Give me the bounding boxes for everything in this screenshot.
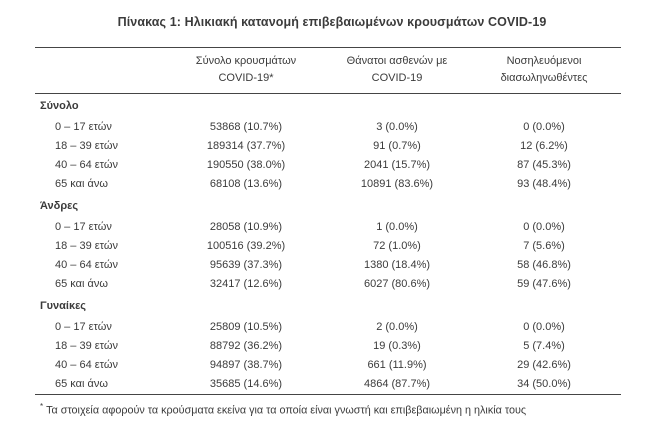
deaths-value: 4864 (87.7%) <box>363 378 431 390</box>
section-header-row: Γυναίκες <box>35 294 621 318</box>
footnote-marker: * <box>40 402 44 411</box>
age-group-label: 18 – 39 ετών <box>55 140 118 152</box>
table-title: Πίνακας 1: Ηλικιακή κατανομή επιβεβαιωμέ… <box>117 15 547 29</box>
age-group-label: 40 – 64 ετών <box>55 359 118 371</box>
col-header-cases-line1: Σύνολο κρουσμάτων <box>195 55 297 67</box>
intubated-value: 12 (6.2%) <box>520 140 568 152</box>
cases-value: 94897 (38.7%) <box>209 359 283 371</box>
deaths-value: 2 (0.0%) <box>376 321 418 333</box>
age-group-label: 65 και άνω <box>55 178 108 190</box>
table-row: 18 – 39 ετών 189314 (37.7%) 91 (0.7%) 12… <box>35 137 621 156</box>
cases-value: 88792 (36.2%) <box>209 340 283 352</box>
cases-value: 95639 (37.3%) <box>209 259 283 271</box>
age-group-label: 0 – 17 ετών <box>55 221 112 233</box>
age-group-label: 40 – 64 ετών <box>55 259 118 271</box>
age-group-label: 40 – 64 ετών <box>55 159 118 171</box>
col-header-deaths-line2: COVID-19 <box>371 72 423 84</box>
intubated-value: 93 (48.4%) <box>517 178 571 190</box>
footnote: * Τα στοιχεία αφορούν τα κρούσματα εκείνα… <box>40 400 664 418</box>
intubated-value: 0 (0.0%) <box>523 121 565 133</box>
age-group-label: 0 – 17 ετών <box>55 121 112 133</box>
col-header-cases: Σύνολο κρουσμάτων COVID-19* <box>165 47 327 94</box>
table-row: 0 – 17 ετών 53868 (10.7%) 3 (0.0%) 0 (0.… <box>35 118 621 137</box>
cases-value: 100516 (39.2%) <box>206 240 286 252</box>
age-group-label: 65 και άνω <box>55 378 108 390</box>
deaths-value: 2041 (15.7%) <box>363 159 431 171</box>
deaths-value: 1380 (18.4%) <box>363 259 431 271</box>
col-header-empty <box>35 47 165 94</box>
intubated-value: 34 (50.0%) <box>517 378 571 390</box>
table-row: 18 – 39 ετών 100516 (39.2%) 72 (1.0%) 7 … <box>35 237 621 256</box>
data-table: Σύνολο κρουσμάτων COVID-19* Θάνατοι ασθε… <box>35 47 621 395</box>
deaths-value: 6027 (80.6%) <box>363 278 431 290</box>
deaths-value: 10891 (83.6%) <box>360 178 434 190</box>
table-row: 65 και άνω 35685 (14.6%) 4864 (87.7%) 34… <box>35 375 621 395</box>
cases-value: 68108 (13.6%) <box>209 178 283 190</box>
col-header-intubated-line1: Νοσηλευόμενοι <box>506 55 582 67</box>
age-group-label: 65 και άνω <box>55 278 108 290</box>
header-row: Σύνολο κρουσμάτων COVID-19* Θάνατοι ασθε… <box>35 47 621 94</box>
table-row: 18 – 39 ετών 88792 (36.2%) 19 (0.3%) 5 (… <box>35 337 621 356</box>
covid-age-table: Σύνολο κρουσμάτων COVID-19* Θάνατοι ασθε… <box>35 47 621 395</box>
col-header-intubated: Νοσηλευόμενοι διασωληνωθέντες <box>467 47 621 94</box>
deaths-value: 661 (11.9%) <box>367 359 427 371</box>
table-row: 40 – 64 ετών 190550 (38.0%) 2041 (15.7%)… <box>35 156 621 175</box>
intubated-value: 59 (47.6%) <box>517 278 571 290</box>
deaths-value: 72 (1.0%) <box>373 240 421 252</box>
col-header-deaths: Θάνατοι ασθενών με COVID-19 <box>327 47 467 94</box>
cases-value: 190550 (38.0%) <box>206 159 286 171</box>
section-name: Γυναίκες <box>40 300 87 312</box>
section-name: Σύνολο <box>40 100 79 112</box>
col-header-cases-line2: COVID-19* <box>218 72 274 84</box>
deaths-value: 3 (0.0%) <box>376 121 418 133</box>
table-row: 65 και άνω 68108 (13.6%) 10891 (83.6%) 9… <box>35 175 621 194</box>
deaths-value: 19 (0.3%) <box>373 340 421 352</box>
cases-value: 32417 (12.6%) <box>209 278 283 290</box>
intubated-value: 29 (42.6%) <box>517 359 571 371</box>
table-row: 65 και άνω 32417 (12.6%) 6027 (80.6%) 59… <box>35 275 621 294</box>
cases-value: 28058 (10.9%) <box>209 221 283 233</box>
intubated-value: 58 (46.8%) <box>517 259 571 271</box>
table-row: 0 – 17 ετών 25809 (10.5%) 2 (0.0%) 0 (0.… <box>35 318 621 337</box>
section-name: Άνδρες <box>40 200 79 212</box>
age-group-label: 18 – 39 ετών <box>55 340 118 352</box>
intubated-value: 7 (5.6%) <box>523 240 565 252</box>
footnote-text: Τα στοιχεία αφορούν τα κρούσματα εκείνα … <box>46 404 527 417</box>
intubated-value: 5 (7.4%) <box>523 340 565 352</box>
table-row: 40 – 64 ετών 95639 (37.3%) 1380 (18.4%) … <box>35 256 621 275</box>
intubated-value: 0 (0.0%) <box>523 221 565 233</box>
col-header-deaths-line1: Θάνατοι ασθενών με <box>346 55 448 67</box>
table-row: 40 – 64 ετών 94897 (38.7%) 661 (11.9%) 2… <box>35 356 621 375</box>
table-row: 0 – 17 ετών 28058 (10.9%) 1 (0.0%) 0 (0.… <box>35 218 621 237</box>
age-group-label: 0 – 17 ετών <box>55 321 112 333</box>
col-header-intubated-line2: διασωληνωθέντες <box>500 72 588 84</box>
cases-value: 25809 (10.5%) <box>209 321 283 333</box>
intubated-value: 87 (45.3%) <box>517 159 571 171</box>
intubated-value: 0 (0.0%) <box>523 321 565 333</box>
section-header-row: Σύνολο <box>35 94 621 119</box>
section-header-row: Άνδρες <box>35 194 621 218</box>
cases-value: 53868 (10.7%) <box>209 121 283 133</box>
cases-value: 189314 (37.7%) <box>206 140 286 152</box>
deaths-value: 1 (0.0%) <box>376 221 418 233</box>
cases-value: 35685 (14.6%) <box>209 378 283 390</box>
deaths-value: 91 (0.7%) <box>373 140 421 152</box>
age-group-label: 18 – 39 ετών <box>55 240 118 252</box>
